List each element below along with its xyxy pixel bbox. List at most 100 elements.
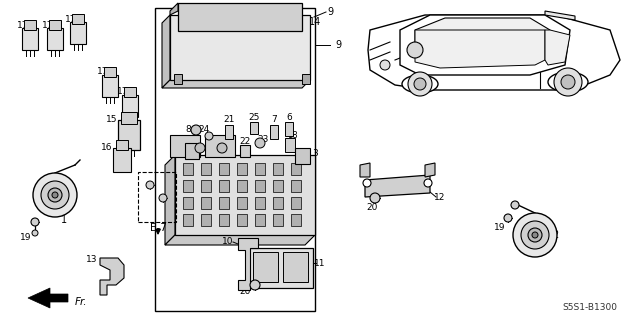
Polygon shape <box>545 11 575 20</box>
Text: 12: 12 <box>435 192 445 202</box>
Circle shape <box>33 173 77 217</box>
Bar <box>178 3 302 31</box>
Text: 24: 24 <box>198 125 210 135</box>
Text: 17: 17 <box>65 16 77 25</box>
Polygon shape <box>425 163 435 177</box>
Bar <box>201 197 211 209</box>
Polygon shape <box>165 155 175 245</box>
Text: 25: 25 <box>248 114 260 122</box>
Bar <box>174 74 182 84</box>
Circle shape <box>205 132 213 140</box>
Bar <box>302 74 310 84</box>
Circle shape <box>146 181 154 189</box>
Bar <box>201 214 211 226</box>
Bar <box>219 163 229 175</box>
Circle shape <box>561 75 575 89</box>
Bar <box>124 87 136 97</box>
Bar <box>170 135 200 157</box>
Polygon shape <box>100 258 124 295</box>
Bar <box>183 180 193 192</box>
Bar <box>285 138 295 152</box>
Polygon shape <box>400 15 570 75</box>
Bar <box>250 122 258 134</box>
Bar <box>121 112 137 124</box>
Bar <box>219 214 229 226</box>
Circle shape <box>424 179 432 187</box>
Ellipse shape <box>402 75 438 93</box>
Text: S5S1-B1300: S5S1-B1300 <box>563 303 618 313</box>
Circle shape <box>532 232 538 238</box>
Circle shape <box>255 138 265 148</box>
Text: 17: 17 <box>17 20 29 29</box>
Text: 9: 9 <box>335 40 341 50</box>
Circle shape <box>528 228 542 242</box>
Bar <box>225 125 233 139</box>
Text: 18: 18 <box>214 137 225 146</box>
Text: 19: 19 <box>494 224 506 233</box>
Text: 6: 6 <box>286 113 292 122</box>
Bar <box>291 180 301 192</box>
Bar <box>270 125 278 139</box>
Circle shape <box>191 125 201 135</box>
Bar <box>72 14 84 24</box>
Circle shape <box>513 213 557 257</box>
Bar <box>255 180 265 192</box>
Bar <box>291 197 301 209</box>
Text: 7: 7 <box>271 115 277 124</box>
Circle shape <box>521 221 549 249</box>
Circle shape <box>363 179 371 187</box>
Bar <box>201 180 211 192</box>
Polygon shape <box>162 80 310 88</box>
Polygon shape <box>28 288 68 308</box>
Bar <box>205 135 235 157</box>
Text: 13: 13 <box>86 256 98 264</box>
Bar <box>237 163 247 175</box>
Polygon shape <box>368 15 620 90</box>
Circle shape <box>504 214 512 222</box>
Text: 14: 14 <box>309 17 321 27</box>
Polygon shape <box>365 175 430 197</box>
Circle shape <box>380 60 390 70</box>
Circle shape <box>52 192 58 198</box>
Circle shape <box>554 68 582 96</box>
Bar <box>237 197 247 209</box>
Polygon shape <box>415 18 550 58</box>
Text: E-7: E-7 <box>150 223 166 233</box>
Circle shape <box>41 181 69 209</box>
Polygon shape <box>238 238 258 290</box>
Bar <box>70 22 86 44</box>
Bar <box>291 163 301 175</box>
Circle shape <box>407 42 423 58</box>
Text: 20: 20 <box>239 287 251 296</box>
Circle shape <box>414 78 426 90</box>
Text: 11: 11 <box>314 258 326 268</box>
Bar <box>255 163 265 175</box>
Polygon shape <box>545 30 570 65</box>
Bar <box>295 148 310 164</box>
Bar <box>170 15 310 80</box>
Text: 17: 17 <box>42 20 54 29</box>
Text: 1: 1 <box>61 215 67 225</box>
Bar <box>273 180 283 192</box>
Bar <box>138 172 176 222</box>
Bar <box>273 163 283 175</box>
Bar <box>273 197 283 209</box>
Bar <box>122 95 138 117</box>
Text: 10: 10 <box>222 238 234 247</box>
Text: 18: 18 <box>188 140 198 150</box>
Circle shape <box>511 201 519 209</box>
Polygon shape <box>162 15 170 88</box>
Bar <box>183 214 193 226</box>
Bar <box>253 252 278 282</box>
Bar <box>183 197 193 209</box>
Text: 20: 20 <box>366 203 378 211</box>
Bar <box>291 214 301 226</box>
Text: 17: 17 <box>97 68 109 77</box>
Polygon shape <box>170 3 178 15</box>
Bar <box>116 140 128 150</box>
Bar <box>49 20 61 30</box>
Text: 21: 21 <box>223 115 235 124</box>
Bar <box>283 252 308 282</box>
Text: 18: 18 <box>287 130 298 139</box>
Text: 19: 19 <box>20 233 32 241</box>
